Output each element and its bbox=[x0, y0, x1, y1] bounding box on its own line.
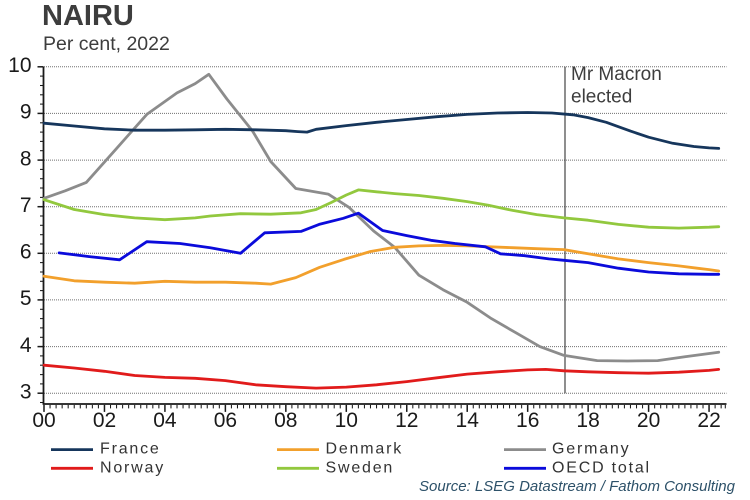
svg-text:8: 8 bbox=[20, 147, 32, 170]
svg-text:elected: elected bbox=[571, 87, 632, 108]
svg-text:Denmark: Denmark bbox=[326, 441, 404, 458]
svg-text:France: France bbox=[100, 441, 161, 458]
svg-text:5: 5 bbox=[20, 287, 32, 310]
svg-text:9: 9 bbox=[20, 101, 32, 124]
svg-text:10: 10 bbox=[335, 409, 358, 432]
svg-text:OECD total: OECD total bbox=[552, 459, 651, 476]
svg-text:16: 16 bbox=[516, 409, 539, 432]
svg-text:02: 02 bbox=[93, 409, 116, 432]
svg-text:08: 08 bbox=[274, 409, 297, 432]
svg-text:12: 12 bbox=[395, 409, 418, 432]
svg-text:6: 6 bbox=[20, 241, 32, 264]
svg-text:14: 14 bbox=[456, 409, 480, 432]
svg-text:18: 18 bbox=[576, 409, 599, 432]
svg-text:04: 04 bbox=[153, 409, 177, 432]
svg-text:7: 7 bbox=[20, 194, 32, 217]
svg-text:06: 06 bbox=[214, 409, 237, 432]
svg-text:Sweden: Sweden bbox=[326, 459, 395, 476]
svg-text:Germany: Germany bbox=[552, 441, 630, 458]
svg-text:10: 10 bbox=[8, 54, 31, 77]
svg-text:00: 00 bbox=[32, 409, 55, 432]
svg-text:20: 20 bbox=[637, 409, 660, 432]
svg-text:4: 4 bbox=[20, 334, 32, 357]
svg-text:3: 3 bbox=[20, 380, 32, 403]
svg-text:Norway: Norway bbox=[100, 459, 165, 476]
svg-text:22: 22 bbox=[697, 409, 720, 432]
svg-text:Mr Macron: Mr Macron bbox=[571, 64, 662, 85]
svg-text:Source: LSEG Datastream / Fath: Source: LSEG Datastream / Fathom Consult… bbox=[419, 478, 736, 495]
